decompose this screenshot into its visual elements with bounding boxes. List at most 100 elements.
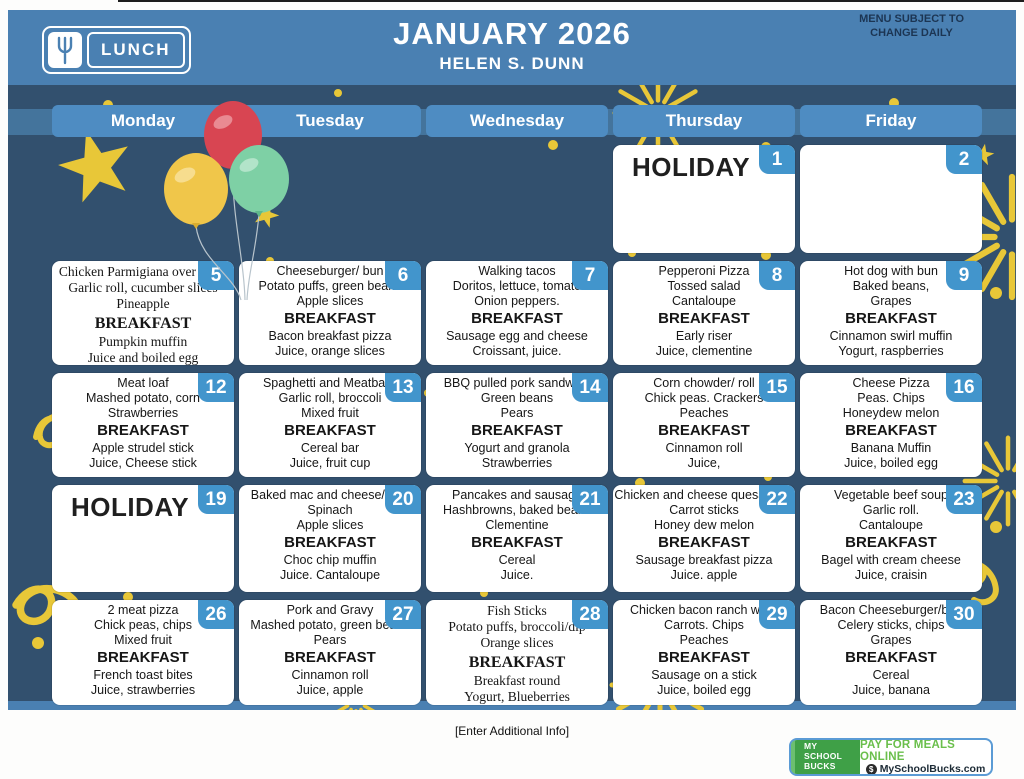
lunch-menu-line: Peas. Chips xyxy=(857,391,925,405)
day-cell-12: 12 Meat loaf Mashed potato, corn Strawberri… xyxy=(52,373,234,477)
weekday-header-wednesday: Wednesday xyxy=(426,105,608,137)
day-cell-20: 20 Baked mac and cheese/ham Spinach Apple s… xyxy=(239,485,421,592)
day-number: 7 xyxy=(572,261,608,290)
day-cell-29: 29 Chicken bacon ranch wrap Carrots. Chips… xyxy=(613,600,795,705)
lunch-menu-line: Cheeseburger/ bun xyxy=(276,264,384,278)
breakfast-menu-line: Juice, boiled egg xyxy=(657,682,751,697)
day-number: 26 xyxy=(198,600,234,629)
lunch-menu-line: Chick peas. Crackers xyxy=(644,391,764,405)
day-number: 12 xyxy=(198,373,234,402)
breakfast-label: BREAKFAST xyxy=(845,310,937,327)
lunch-menu-line: Fish Sticks xyxy=(487,603,547,618)
breakfast-menu-line: Cinnamon swirl muffin xyxy=(829,328,953,343)
day-number: 8 xyxy=(759,261,795,290)
lunch-menu-line: Pineapple xyxy=(116,296,170,312)
breakfast-menu-line: Juice. xyxy=(500,567,534,582)
lunch-menu-line: Honeydew melon xyxy=(842,406,940,420)
lunch-menu-line: BBQ pulled pork sandwich xyxy=(443,376,591,390)
panel-bottom-strip xyxy=(8,701,1016,710)
myschoolbucks-badge: MY SCHOOL BUCKS PAY FOR MEALS ONLINE $ M… xyxy=(789,738,993,776)
breakfast-menu-line: Cinnamon roll xyxy=(665,440,743,455)
lunch-menu-line: Green beans xyxy=(480,391,554,405)
breakfast-menu-line: Sausage on a stick xyxy=(651,667,757,682)
day-cell-21: 21 Pancakes and sausage Hashbrowns, baked … xyxy=(426,485,608,592)
day-cell-16: 16 Cheese Pizza Peas. Chips Honeydew melon B… xyxy=(800,373,982,477)
breakfast-menu-line: Sausage breakfast pizza xyxy=(635,552,773,567)
lunch-menu-line: Chick peas, chips xyxy=(94,618,192,632)
day-cell-26: 26 2 meat pizza Chick peas, chips Mixed fru… xyxy=(52,600,234,705)
additional-info-text: [Enter Additional Info] xyxy=(454,724,570,738)
msb-coin-icon: $ xyxy=(865,763,877,774)
day-number: 20 xyxy=(385,485,421,514)
lunch-menu-line: Grapes xyxy=(870,633,912,647)
lunch-menu-line: Vegetable beef soup xyxy=(834,488,948,502)
lunch-menu-line: Baked beans, xyxy=(852,279,930,293)
lunch-menu-line: Potato puffs, green beans xyxy=(258,279,402,293)
lunch-menu-line: Meat loaf xyxy=(117,376,169,390)
day-number: 14 xyxy=(572,373,608,402)
lunch-menu-line: Strawberries xyxy=(107,406,179,420)
lunch-menu-line: Bacon Cheeseburger/bun xyxy=(819,603,963,617)
fork-icon xyxy=(48,32,82,68)
lunch-menu-line: Hot dog with bun xyxy=(844,264,938,278)
day-cell-2: 2 xyxy=(800,145,982,253)
lunch-menu-line: Doritos, lettuce, tomato xyxy=(452,279,582,293)
lunch-menu-line: Baked mac and cheese/ham xyxy=(250,488,410,502)
day-number: 27 xyxy=(385,600,421,629)
breakfast-menu-line: Breakfast round xyxy=(473,672,561,688)
breakfast-menu-line: Cinnamon roll xyxy=(291,667,369,682)
breakfast-menu-line: Sausage egg and cheese xyxy=(446,328,588,343)
breakfast-menu-line: Juice, clementine xyxy=(655,343,753,358)
breakfast-menu-line: Cereal xyxy=(498,552,536,567)
lunch-menu-line: Chicken Parmigiana over pasta xyxy=(58,264,228,279)
day-cell-8: 8 Pepperoni Pizza Tossed salad Cantaloupe BR… xyxy=(613,261,795,365)
msb-brand-line: BUCKS xyxy=(804,760,836,771)
lunch-menu-line: Pepperoni Pizza xyxy=(658,264,750,278)
breakfast-menu-line: Juice. apple xyxy=(670,567,738,582)
day-number: 16 xyxy=(946,373,982,402)
lunch-menu-line: Garlic roll. xyxy=(862,503,920,517)
breakfast-menu-line: Banana Muffin xyxy=(850,440,932,455)
lunch-menu-line: Cantaloupe xyxy=(859,518,923,532)
day-cell-5: 5 Chicken Parmigiana over pasta Garlic rol… xyxy=(52,261,234,365)
breakfast-menu-line: Strawberries xyxy=(481,455,553,470)
day-number: 19 xyxy=(198,485,234,514)
breakfast-menu-line: Yogurt, raspberries xyxy=(838,343,944,358)
lunch-menu-line: Clementine xyxy=(485,518,549,532)
day-number: 21 xyxy=(572,485,608,514)
breakfast-menu-line: Pumpkin muffin xyxy=(98,333,188,349)
weekday-header-friday: Friday xyxy=(800,105,982,137)
lunch-menu-line: Pancakes and sausage xyxy=(452,488,582,502)
lunch-menu-line: Apple slices xyxy=(296,294,364,308)
day-number: 29 xyxy=(759,600,795,629)
header-band: LUNCH JANUARY 2026 HELEN S. DUNN MENU SU… xyxy=(8,10,1016,85)
myschoolbucks-logo: MY SCHOOL BUCKS xyxy=(791,740,860,774)
lunch-menu-line: Mashed potato, green beans xyxy=(250,618,410,632)
lunch-badge: LUNCH xyxy=(42,26,191,74)
day-cell-19: 19 HOLIDAY xyxy=(52,485,234,592)
breakfast-menu-line: Juice, strawberries xyxy=(90,682,196,697)
holiday-label: HOLIDAY xyxy=(70,492,190,522)
lunch-menu-line: Onion peppers. xyxy=(474,294,560,308)
breakfast-menu-line: Choc chip muffin xyxy=(283,552,377,567)
breakfast-label: BREAKFAST xyxy=(284,310,376,327)
lunch-menu-line: Pears xyxy=(500,406,534,420)
breakfast-menu-line: Juice. Cantaloupe xyxy=(279,567,381,582)
breakfast-label: BREAKFAST xyxy=(471,534,563,551)
breakfast-menu-line: Bacon breakfast pizza xyxy=(268,328,392,343)
day-number: 9 xyxy=(946,261,982,290)
breakfast-menu-line: Juice, craisin xyxy=(854,567,928,582)
breakfast-label: BREAKFAST xyxy=(284,534,376,551)
breakfast-label: BREAKFAST xyxy=(845,422,937,439)
msb-site-row: $ MySchoolBucks.com xyxy=(865,763,985,774)
weekday-header-monday: Monday xyxy=(52,105,234,137)
day-number: 28 xyxy=(572,600,608,629)
lunch-menu-line: Spaghetti and Meatballs xyxy=(262,376,398,390)
day-number: 22 xyxy=(759,485,795,514)
lunch-menu-line: Mixed fruit xyxy=(301,406,359,420)
day-cell-15: 15 Corn chowder/ roll Chick peas. Crackers… xyxy=(613,373,795,477)
lunch-menu-line: Carrots. Chips xyxy=(664,618,744,632)
day-number: 6 xyxy=(385,261,421,290)
breakfast-menu-line: Juice, banana xyxy=(852,682,930,697)
